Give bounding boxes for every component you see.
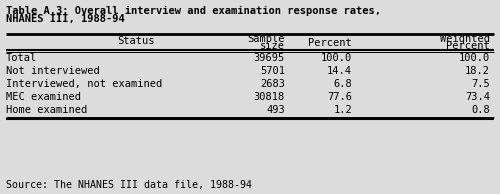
Text: 100.0: 100.0: [321, 53, 352, 63]
Text: 1.2: 1.2: [333, 105, 352, 115]
Text: size: size: [260, 41, 285, 51]
Text: 0.8: 0.8: [471, 105, 490, 115]
Text: Home examined: Home examined: [6, 105, 87, 115]
Text: 39695: 39695: [254, 53, 285, 63]
Text: 7.5: 7.5: [471, 79, 490, 89]
Text: Source: The NHANES III data file, 1988-94: Source: The NHANES III data file, 1988-9…: [6, 180, 252, 190]
Text: 2683: 2683: [260, 79, 285, 89]
Text: 5701: 5701: [260, 66, 285, 76]
Text: 14.4: 14.4: [327, 66, 352, 76]
Text: Not interviewed: Not interviewed: [6, 66, 100, 76]
Text: 77.6: 77.6: [327, 92, 352, 102]
Text: 100.0: 100.0: [459, 53, 490, 63]
Text: Weighted: Weighted: [440, 34, 490, 44]
Text: 18.2: 18.2: [465, 66, 490, 76]
Text: Sample: Sample: [248, 34, 285, 44]
Text: Total: Total: [6, 53, 37, 63]
Text: 6.8: 6.8: [333, 79, 352, 89]
Text: 30818: 30818: [254, 92, 285, 102]
Text: Percent: Percent: [308, 37, 352, 48]
Text: 493: 493: [266, 105, 285, 115]
Text: Table A.3: Overall interview and examination response rates,: Table A.3: Overall interview and examina…: [6, 6, 381, 16]
Text: Interviewed, not examined: Interviewed, not examined: [6, 79, 162, 89]
Text: MEC examined: MEC examined: [6, 92, 81, 102]
Text: Status: Status: [117, 36, 154, 47]
Text: 73.4: 73.4: [465, 92, 490, 102]
Text: NHANES III, 1988-94: NHANES III, 1988-94: [6, 14, 125, 24]
Text: Percent: Percent: [446, 41, 490, 51]
